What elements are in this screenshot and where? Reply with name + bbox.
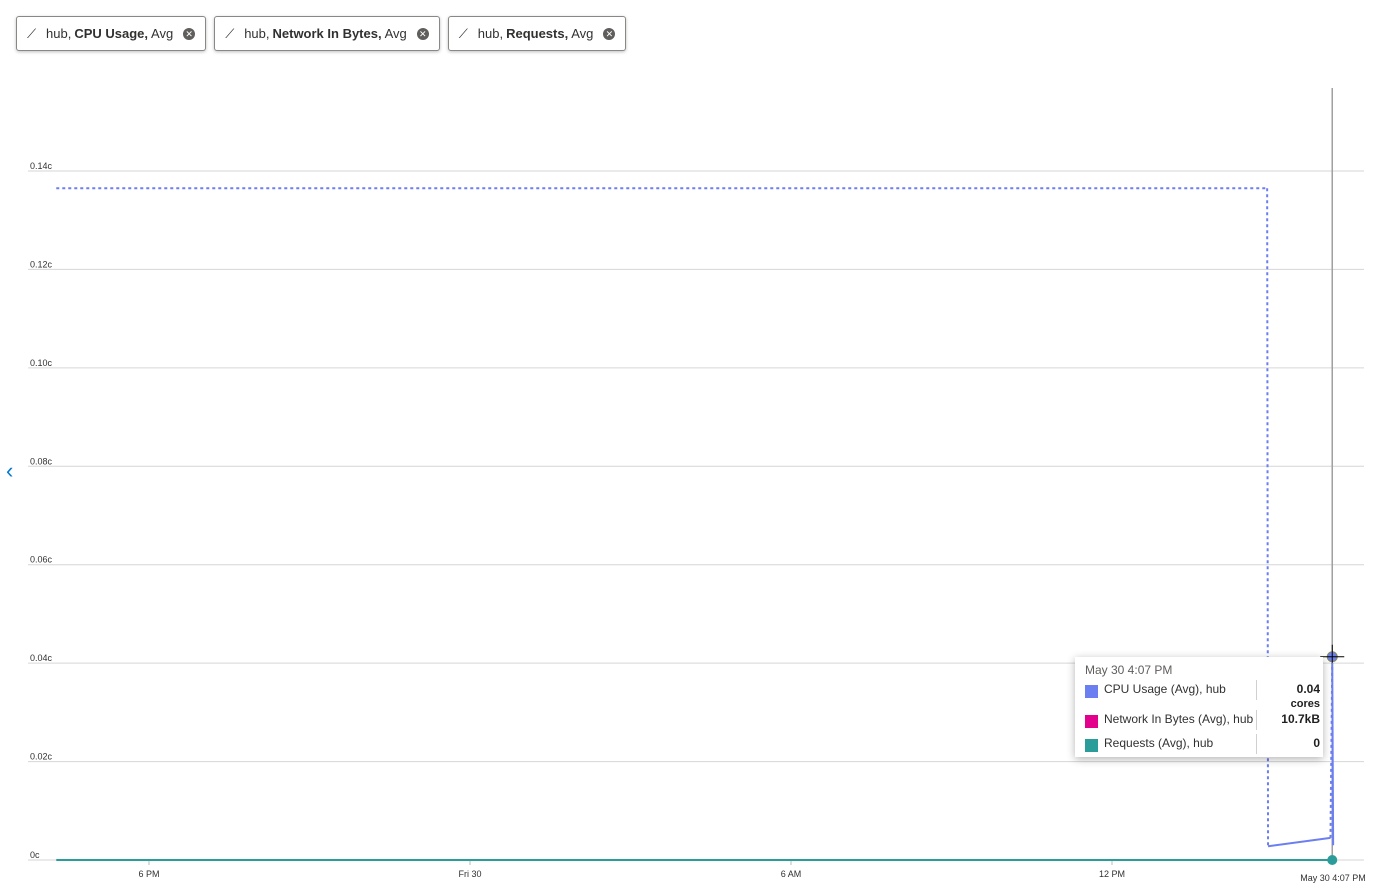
y-tick-label: 0.04c (30, 653, 53, 663)
legend-swatch (1085, 685, 1098, 698)
y-tick-label: 0.02c (30, 752, 53, 762)
y-tick-label: 0.08c (30, 456, 53, 466)
metric-pills: ⟋ hub, CPU Usage, Avg ✕ ⟋ hub, Network In B… (16, 16, 627, 51)
pill-metric: CPU Usage, (74, 26, 149, 41)
pill-metric: Network In Bytes, (272, 26, 382, 41)
series-segment-0 (1331, 663, 1335, 846)
tooltip-time: May 30 4:07 PM (1085, 663, 1173, 677)
x-tick-label: 6 AM (781, 869, 802, 879)
x-tick-label: 6 PM (138, 869, 159, 879)
pill-agg: Avg (384, 26, 407, 41)
x-tick-label: 12 PM (1099, 869, 1125, 879)
metric-pill-network[interactable]: ⟋ hub, Network In Bytes, Avg ✕ (214, 16, 440, 51)
line-chart-icon: ⟋ (225, 25, 235, 41)
tooltip-value: 0.04 cores (1290, 682, 1320, 710)
pill-agg: Avg (151, 26, 174, 41)
legend-swatch (1085, 715, 1098, 728)
x-end-label: May 30 4:07 PM (1300, 873, 1366, 883)
y-tick-label: 0.10c (30, 358, 53, 368)
pill-prefix: hub, (46, 26, 72, 41)
close-icon[interactable]: ✕ (183, 27, 196, 40)
close-icon[interactable]: ✕ (603, 27, 616, 40)
chevron-left-icon[interactable]: ‹ (6, 458, 14, 483)
y-tick-label: 0.14c (30, 161, 53, 171)
pill-prefix: hub, (244, 26, 270, 41)
legend-swatch (1085, 739, 1098, 752)
tooltip-label: CPU Usage (Avg), hub (1104, 682, 1226, 696)
tooltip-value: 10.7kB (1281, 712, 1320, 726)
close-icon[interactable]: ✕ (416, 27, 429, 40)
pill-metric: Requests, (506, 26, 569, 41)
y-tick-label: 0.06c (30, 555, 53, 565)
line-chart-icon: ⟋ (458, 25, 468, 41)
line-chart-icon: ⟋ (27, 25, 37, 41)
chart-tooltip: May 30 4:07 PM CPU Usage (Avg), hub 0.04… (1075, 657, 1323, 757)
pill-agg: Avg (571, 26, 594, 41)
tooltip-label: Network In Bytes (Avg), hub (1104, 712, 1254, 726)
requests-hover-point (1327, 855, 1338, 865)
x-tick-label: Fri 30 (458, 869, 481, 879)
y-tick-label: 0.12c (30, 259, 53, 269)
metric-pill-cpu[interactable]: ⟋ hub, CPU Usage, Avg ✕ (16, 16, 207, 51)
y-tick-label: 0c (30, 850, 40, 860)
tooltip-value: 0 (1313, 736, 1320, 750)
series-segment-0 (1267, 836, 1331, 848)
tooltip-label: Requests (Avg), hub (1104, 736, 1214, 750)
pill-prefix: hub, (477, 26, 504, 41)
metric-pill-requests[interactable]: ⟋ hub, Requests, Avg ✕ (447, 16, 627, 51)
